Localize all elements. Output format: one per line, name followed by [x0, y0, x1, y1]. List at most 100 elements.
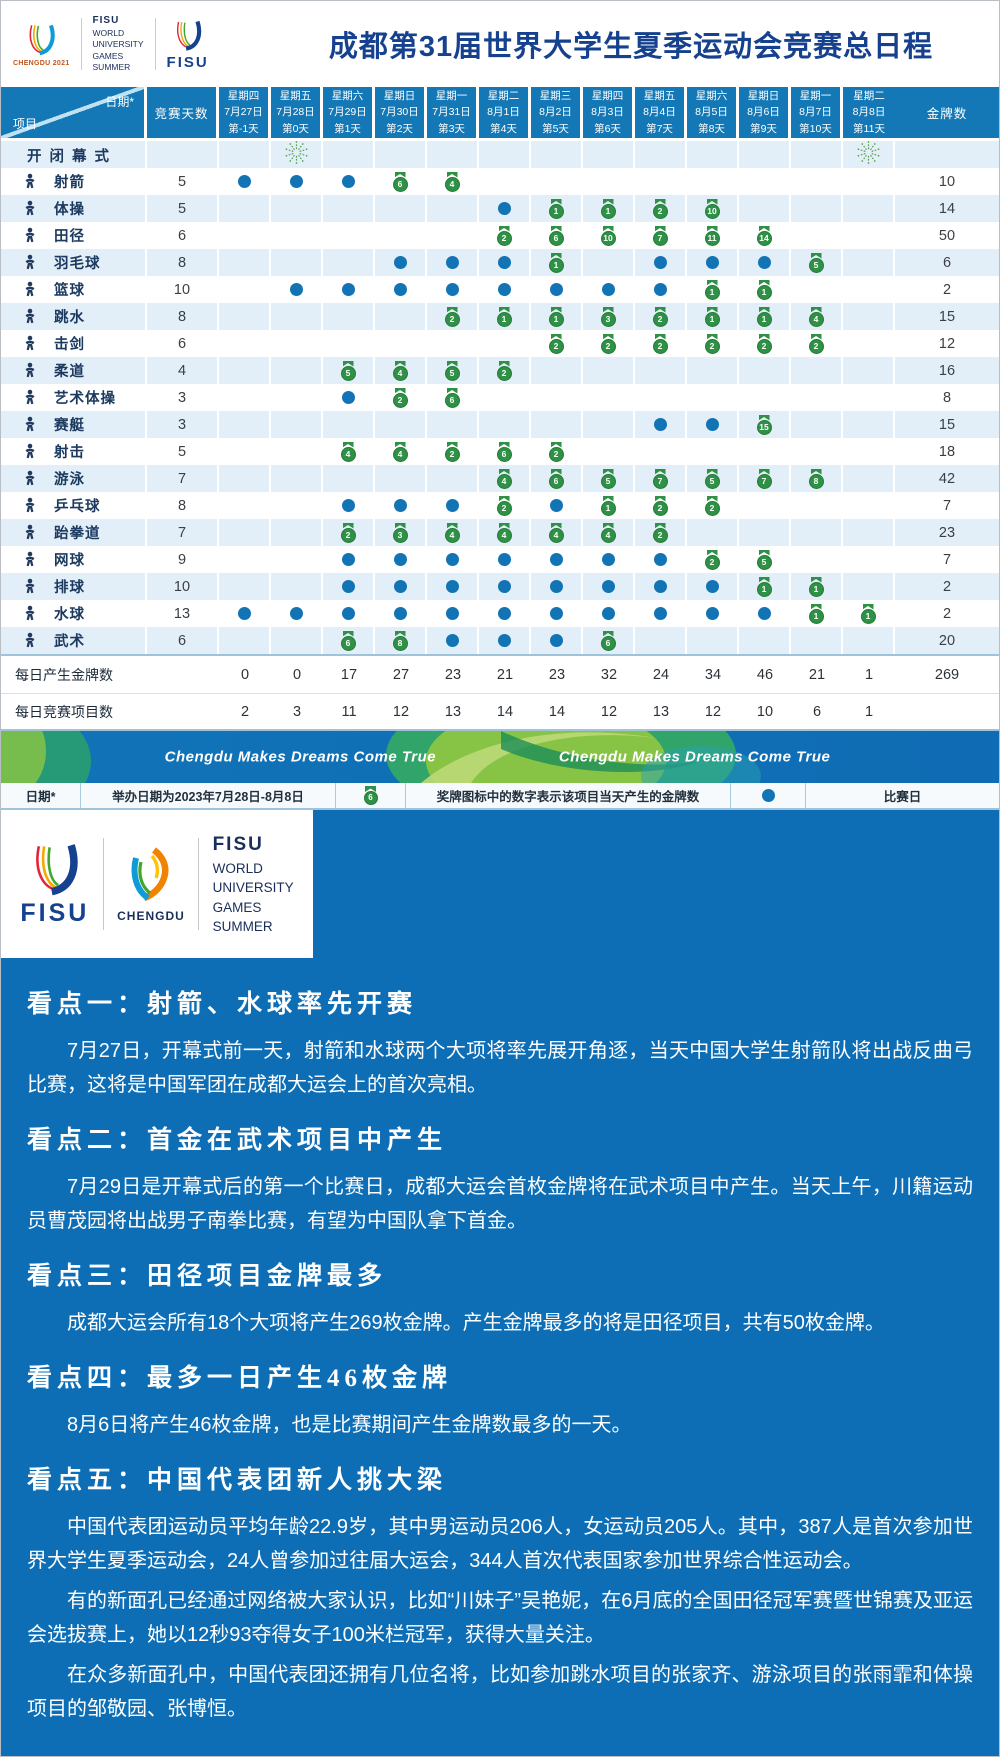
- daily-gold-value: 46: [756, 666, 774, 683]
- schedule-cell: [739, 492, 791, 519]
- schedule-cell: 4: [531, 519, 583, 546]
- medal-count: 2: [652, 203, 668, 219]
- medal-count: 5: [704, 473, 720, 489]
- fisu-line: SUMMER: [92, 62, 131, 73]
- schedule-cell: [375, 249, 427, 276]
- divider: [80, 18, 82, 70]
- date-column-header: 星期日 7月30日 第2天: [375, 87, 427, 138]
- gold-count: 50: [938, 227, 956, 244]
- schedule-cell: 1: [531, 249, 583, 276]
- sport-cell: 击剑: [1, 330, 147, 357]
- schedule-cell: [843, 357, 895, 384]
- daily-gold-row: 每日产生金牌数 0 0 17 27 23 21 23 32 24 34 46 21 1 269: [1, 654, 999, 694]
- schedule-cell: [687, 438, 739, 465]
- schedule-cell: 4: [375, 438, 427, 465]
- schedule-cell: 5: [739, 546, 791, 573]
- competition-day-dot-icon: [497, 256, 511, 269]
- badminton-icon: [19, 254, 41, 271]
- medal-count: 2: [704, 500, 720, 516]
- gold-medal-icon: 6: [600, 630, 616, 651]
- schedule-cell: [739, 357, 791, 384]
- gold-count: 15: [938, 416, 956, 433]
- schedule-cell: [479, 249, 531, 276]
- competition-days: 8: [147, 303, 219, 330]
- schedule-cell: [219, 330, 271, 357]
- schedule-cell: [479, 627, 531, 654]
- schedule-cell: [843, 384, 895, 411]
- schedule-cell: [687, 384, 739, 411]
- days-column-header: 竞赛天数: [147, 87, 219, 138]
- gold-medal-icon: 3: [392, 522, 408, 543]
- schedule-cell: [219, 357, 271, 384]
- schedule-cell: [791, 141, 843, 169]
- medal-count: 4: [600, 527, 616, 543]
- schedule-cell: [375, 330, 427, 357]
- medal-count: 4: [496, 527, 512, 543]
- highlight-paragraph: 7月27日，开幕式前一天，射箭和水球两个大项将率先展开角逐，当天中国大学生射箭队…: [27, 1040, 973, 1096]
- date-header-date: 8月2日: [539, 106, 572, 119]
- competition-day-dot-icon: [653, 283, 667, 296]
- competition-day-dot-icon: [393, 553, 407, 566]
- schedule-cell: 10: [583, 222, 635, 249]
- competition-day-dot-icon: [393, 283, 407, 296]
- sport-cell: 艺术体操: [1, 384, 147, 411]
- schedule-cell: [843, 330, 895, 357]
- schedule-cell: [739, 195, 791, 222]
- table-tennis-icon: [19, 497, 41, 514]
- date-column-header: 星期二 8月1日 第4天: [479, 87, 531, 138]
- schedule-cell: 2: [427, 438, 479, 465]
- sport-name: 乒乓球: [54, 499, 101, 515]
- gold-total: 269: [934, 666, 960, 683]
- date-header-date: 8月4日: [643, 106, 676, 119]
- gold-medal-icon: 10: [600, 225, 616, 246]
- gold-count: 23: [938, 524, 956, 541]
- medal-count: 2: [444, 311, 460, 327]
- schedule-cell: [375, 492, 427, 519]
- daily-events-value: 2: [240, 703, 250, 720]
- daily-events-value: 1: [864, 703, 874, 720]
- schedule-cell: 1: [531, 303, 583, 330]
- date-header-date: 8月5日: [695, 106, 728, 119]
- schedule-cell: 4: [583, 519, 635, 546]
- competition-day-dot-icon: [341, 175, 355, 188]
- medal-count: 1: [808, 608, 824, 624]
- medal-count: 14: [756, 230, 772, 246]
- gold-medal-icon: 2: [704, 495, 720, 516]
- schedule-cell: 2: [687, 492, 739, 519]
- schedule-cell: [687, 411, 739, 438]
- schedule-cell: [323, 600, 375, 627]
- chengdu-2021-label: CHENGDU 2021: [13, 59, 70, 67]
- medal-count: 2: [444, 446, 460, 462]
- gold-medal-icon: 1: [548, 306, 564, 327]
- corner-project-label: 项目: [13, 117, 38, 131]
- schedule-cell: 6: [583, 627, 635, 654]
- gold-medal-icon: 2: [340, 522, 356, 543]
- chengdu-u-icon: [29, 24, 55, 55]
- chengdu-label: CHENGDU: [117, 908, 185, 923]
- medal-count: 6: [392, 176, 408, 192]
- gold-medal-icon: 14: [756, 225, 772, 246]
- ceremony-label-cell: 开闭幕式: [1, 141, 147, 169]
- competition-day-dot-icon: [341, 607, 355, 620]
- schedule-cell: 3: [375, 519, 427, 546]
- gold-medal-icon: 4: [496, 468, 512, 489]
- divider: [198, 838, 200, 930]
- schedule-cell: 2: [635, 330, 687, 357]
- gold-medal-icon: 2: [652, 198, 668, 219]
- schedule-cell: [479, 411, 531, 438]
- page-title: 成都第31届世界大学生夏季运动会竞赛总日程: [328, 31, 934, 63]
- table-row-sport: 体操 5 1 1 2 10 14: [1, 195, 999, 222]
- schedule-cell: [375, 141, 427, 169]
- schedule-cell: [635, 600, 687, 627]
- sport-name: 射击: [54, 445, 85, 461]
- schedule-cell: 2: [687, 546, 739, 573]
- athletics-icon: [19, 227, 41, 244]
- highlight-paragraph: 成都大运会所有18个大项将产生269枚金牌。产生金牌最多的将是田径项目，共有50…: [67, 1312, 885, 1334]
- medal-count: 2: [652, 311, 668, 327]
- schedule-cell: [687, 249, 739, 276]
- medal-count: 1: [756, 311, 772, 327]
- schedule-cell: 8: [375, 627, 427, 654]
- medal-count: 10: [704, 203, 720, 219]
- sport-cell: 赛艇: [1, 411, 147, 438]
- schedule-cell: [791, 411, 843, 438]
